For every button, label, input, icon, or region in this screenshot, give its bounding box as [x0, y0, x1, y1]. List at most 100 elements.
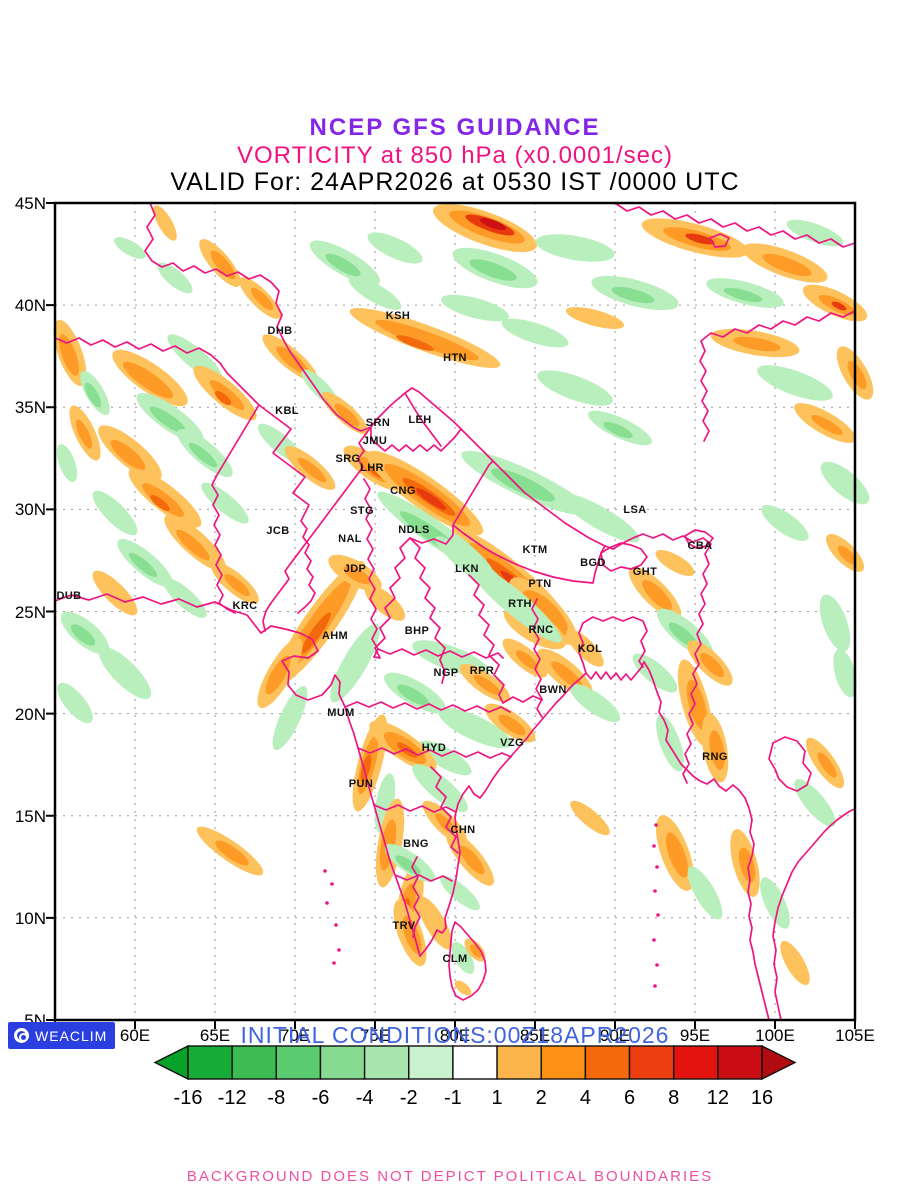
city-label-KTM: KTM	[522, 544, 547, 556]
city-label-SRG: SRG	[335, 453, 360, 465]
contour-blob	[537, 370, 613, 406]
island-dot	[332, 961, 336, 965]
boundary-path	[344, 701, 511, 713]
island-dot	[654, 823, 658, 827]
city-label-KRC: KRC	[232, 600, 257, 612]
colorbar-label: -16	[174, 1087, 203, 1109]
boundary-path	[357, 747, 512, 759]
boundary-path	[409, 524, 454, 545]
lat-label-20N: 20N	[14, 704, 46, 724]
city-label-SRN: SRN	[366, 417, 390, 429]
lat-label-10N: 10N	[14, 908, 46, 928]
contour-blob	[459, 845, 485, 875]
contour-blob	[123, 361, 173, 399]
city-label-MUM: MUM	[327, 707, 354, 719]
contour-blob	[515, 650, 539, 670]
boundary-path	[409, 537, 446, 684]
boundary-path	[768, 736, 812, 792]
boundary-path	[772, 808, 856, 1021]
contour-blob	[297, 457, 327, 483]
boundary-path	[643, 661, 770, 1021]
contour-blob	[56, 444, 78, 482]
contour-blob	[215, 840, 249, 866]
boundary-path	[377, 648, 504, 659]
contour-blob	[348, 276, 402, 310]
city-label-BNG: BNG	[403, 838, 429, 850]
boundary-path	[419, 672, 587, 957]
boundary-path	[404, 392, 442, 447]
colorbar-label: 8	[668, 1087, 679, 1109]
island-dot	[334, 923, 338, 927]
contour-blob	[412, 763, 468, 813]
colorbar-label: -1	[444, 1087, 462, 1109]
contour-blob	[831, 301, 847, 311]
colorbar-label: -12	[218, 1087, 247, 1109]
contour-blob	[397, 684, 429, 706]
city-label-JCB: JCB	[266, 525, 289, 537]
contour-blob	[210, 250, 236, 280]
contour-blob	[723, 287, 763, 303]
city-label-RTH: RTH	[508, 598, 532, 610]
colorbar-segment	[540, 1045, 587, 1080]
contour-blob	[128, 552, 158, 578]
disclaimer-text: BACKGROUND DOES NOT DEPICT POLITICAL BOU…	[186, 1168, 714, 1185]
contour-blob	[70, 624, 96, 646]
colorbar-segment	[717, 1045, 763, 1080]
city-label-JDP: JDP	[344, 563, 367, 575]
contour-blob	[367, 232, 423, 264]
contour-blob	[819, 594, 851, 652]
contour-blob	[272, 685, 308, 751]
colorbar-label: -6	[312, 1087, 330, 1109]
city-label-BGD: BGD	[580, 557, 606, 569]
chart-title: NCEP GFS GUIDANCE	[309, 114, 601, 141]
colorbar-segment	[408, 1045, 454, 1080]
contour-blob	[522, 590, 568, 636]
city-label-KOL: KOL	[578, 643, 602, 655]
island-dot	[655, 865, 659, 869]
lat-label-35N: 35N	[14, 398, 46, 418]
contour-blob	[566, 629, 604, 667]
contour-blob	[59, 334, 79, 376]
colorbar-segment	[584, 1045, 631, 1080]
contour-blob	[733, 336, 781, 352]
island-dot	[653, 889, 657, 893]
colorbar-segment	[231, 1045, 278, 1080]
boundary-path	[262, 426, 372, 632]
contour-blob	[687, 866, 723, 920]
colorbar-label: 12	[707, 1087, 729, 1109]
colorbar-segment	[319, 1045, 366, 1080]
boundary-path	[430, 766, 459, 854]
island-dot	[337, 948, 341, 952]
contour-blob	[417, 896, 453, 950]
city-label-CLM: CLM	[442, 953, 467, 965]
contour-blob	[84, 382, 102, 408]
city-label-RNG: RNG	[702, 751, 728, 763]
contour-blob	[794, 779, 836, 827]
chart-subtitle: VORTICITY at 850 hPa (x0.0001/sec)	[237, 142, 673, 169]
city-label-KSH: KSH	[386, 310, 410, 322]
contour-blob	[709, 730, 725, 770]
city-label-LSA: LSA	[623, 504, 646, 516]
lon-label-75E: 75E	[359, 1026, 391, 1045]
boundary-path	[373, 537, 411, 659]
contour-blob	[142, 483, 184, 517]
contour-blob	[535, 234, 615, 262]
contour-blob	[762, 253, 812, 277]
colorbar-arrow-right	[761, 1044, 797, 1081]
city-label-CBA: CBA	[687, 540, 712, 552]
contour-blob	[150, 494, 170, 512]
contour-blob	[157, 262, 193, 294]
contour-blob	[110, 439, 146, 471]
city-label-LKN: LKN	[455, 563, 479, 575]
contour-blob	[498, 714, 526, 736]
lon-label-65E: 65E	[199, 1026, 231, 1045]
contour-blob	[786, 219, 844, 247]
boundary-path	[54, 337, 260, 614]
city-label-STG: STG	[350, 505, 374, 517]
lat-label-40N: 40N	[14, 296, 46, 316]
contour-blob	[847, 360, 867, 390]
boundary-path	[699, 310, 856, 442]
contour-blob	[470, 944, 482, 958]
